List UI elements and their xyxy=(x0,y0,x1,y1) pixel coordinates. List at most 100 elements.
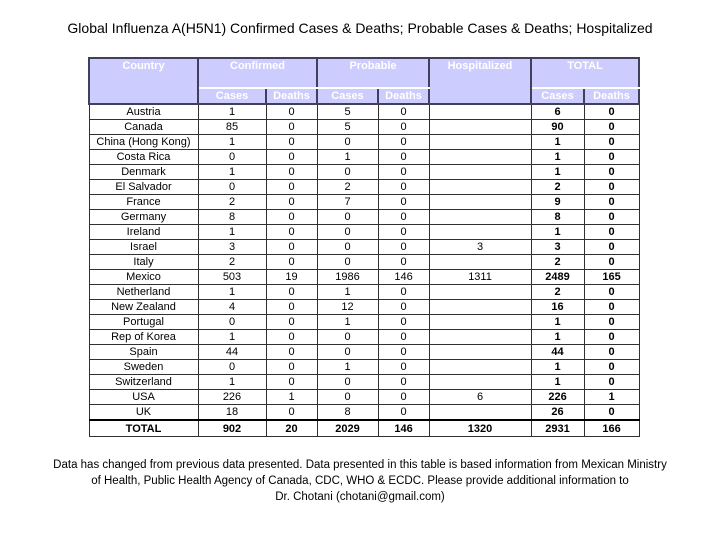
probable-deaths-cell: 0 xyxy=(377,254,430,270)
confirmed-deaths-cell: 0 xyxy=(265,209,318,225)
confirmed-cases-cell: 226 xyxy=(197,389,267,405)
total-cases-cell: 16 xyxy=(530,299,585,315)
total-deaths-cell: 0 xyxy=(583,344,640,360)
confirmed-deaths-cell: 0 xyxy=(265,404,318,421)
country-cell: Italy xyxy=(88,254,199,270)
table-body: Austria 1 0 5 0 6 0 Canada 85 0 5 0 90 0 China (Hong K… xyxy=(88,103,640,437)
col-header-confirmed-cases: Cases xyxy=(197,87,267,105)
total-cases-cell: 2489 xyxy=(530,269,585,285)
country-cell: Israel xyxy=(88,239,199,255)
confirmed-deaths-cell: 0 xyxy=(265,164,318,180)
country-cell: Switzerland xyxy=(88,374,199,390)
hospitalized-cell: 3 xyxy=(428,239,532,255)
hospitalized-cell xyxy=(428,224,532,240)
probable-deaths-cell: 0 xyxy=(377,359,430,375)
total-cases-cell: 2 xyxy=(530,179,585,195)
confirmed-cases-cell: 1 xyxy=(197,284,267,300)
total-deaths-cell: 0 xyxy=(583,404,640,421)
confirmed-cases-cell: 3 xyxy=(197,239,267,255)
confirmed-cases-cell: 1 xyxy=(197,164,267,180)
confirmed-deaths-cell: 0 xyxy=(265,359,318,375)
confirmed-cases-cell: 18 xyxy=(197,404,267,421)
table-row: Costa Rica 0 0 1 0 1 0 xyxy=(88,149,640,165)
page-title: Global Influenza A(H5N1) Confirmed Cases… xyxy=(67,20,653,36)
country-cell: UK xyxy=(88,404,199,421)
total-deaths-cell: 1 xyxy=(583,389,640,405)
confirmed-deaths-cell: 0 xyxy=(265,149,318,165)
table-row: El Salvador 0 0 2 0 2 0 xyxy=(88,179,640,195)
confirmed-cases-cell: 8 xyxy=(197,209,267,225)
total-cases-cell: 26 xyxy=(530,404,585,421)
hospitalized-cell xyxy=(428,329,532,345)
probable-cases-cell: 5 xyxy=(316,119,379,135)
country-cell: Austria xyxy=(88,103,199,120)
probable-deaths-cell: 0 xyxy=(377,389,430,405)
hospitalized-cell xyxy=(428,299,532,315)
total-deaths-cell: 0 xyxy=(583,164,640,180)
total-deaths-cell: 0 xyxy=(583,299,640,315)
table-row: Switzerland 1 0 0 0 1 0 xyxy=(88,374,640,390)
cases-table: Country Confirmed Probable Hospitalized … xyxy=(88,57,641,437)
hospitalized-cell xyxy=(428,284,532,300)
total-cases-cell: 1 xyxy=(530,329,585,345)
country-cell: China (Hong Kong) xyxy=(88,134,199,150)
confirmed-cases-cell: 1 xyxy=(197,329,267,345)
probable-cases-cell: 2 xyxy=(316,179,379,195)
probable-deaths-cell: 0 xyxy=(377,119,430,135)
confirmed-cases-cell: 4 xyxy=(197,299,267,315)
confirmed-deaths-cell: 19 xyxy=(265,269,318,285)
country-cell: El Salvador xyxy=(88,179,199,195)
table-row: Mexico 503 19 1986 146 1311 2489 165 xyxy=(88,269,640,285)
probable-cases-cell: 1 xyxy=(316,314,379,330)
probable-cases-cell: 1 xyxy=(316,149,379,165)
confirmed-cases-cell: 1 xyxy=(197,103,267,120)
hospitalized-cell xyxy=(428,314,532,330)
total-cases-cell: 1 xyxy=(530,134,585,150)
confirmed-cases-cell: 0 xyxy=(197,179,267,195)
confirmed-deaths-cell: 0 xyxy=(265,314,318,330)
hospitalized-cell xyxy=(428,119,532,135)
total-cases-cell: 90 xyxy=(530,119,585,135)
probable-cases-cell: 12 xyxy=(316,299,379,315)
probable-deaths-cell: 0 xyxy=(377,314,430,330)
confirmed-cases-cell: 503 xyxy=(197,269,267,285)
probable-cases-cell: 2029 xyxy=(316,419,379,437)
confirmed-cases-cell: 0 xyxy=(197,359,267,375)
table-row: Portugal 0 0 1 0 1 0 xyxy=(88,314,640,330)
confirmed-cases-cell: 1 xyxy=(197,224,267,240)
table-row: Sweden 0 0 1 0 1 0 xyxy=(88,359,640,375)
table-row: UK 18 0 8 0 26 0 xyxy=(88,404,640,421)
probable-cases-cell: 0 xyxy=(316,344,379,360)
probable-deaths-cell: 0 xyxy=(377,374,430,390)
table-row: Spain 44 0 0 0 44 0 xyxy=(88,344,640,360)
probable-cases-cell: 1 xyxy=(316,359,379,375)
table-row: Denmark 1 0 0 0 1 0 xyxy=(88,164,640,180)
total-deaths-cell: 0 xyxy=(583,134,640,150)
hospitalized-cell xyxy=(428,164,532,180)
confirmed-cases-cell: 0 xyxy=(197,314,267,330)
probable-deaths-cell: 0 xyxy=(377,239,430,255)
table-row: Canada 85 0 5 0 90 0 xyxy=(88,119,640,135)
country-cell: Spain xyxy=(88,344,199,360)
hospitalized-cell xyxy=(428,209,532,225)
total-deaths-cell: 0 xyxy=(583,254,640,270)
probable-deaths-cell: 0 xyxy=(377,194,430,210)
probable-cases-cell: 1 xyxy=(316,284,379,300)
probable-deaths-cell: 0 xyxy=(377,179,430,195)
header-sub-row: Cases Deaths Cases Deaths Cases Deaths xyxy=(89,87,641,105)
total-cases-cell: 226 xyxy=(530,389,585,405)
table-row: Israel 3 0 0 0 3 3 0 xyxy=(88,239,640,255)
probable-deaths-cell: 146 xyxy=(377,419,430,437)
total-deaths-cell: 0 xyxy=(583,194,640,210)
confirmed-cases-cell: 44 xyxy=(197,344,267,360)
country-cell: Netherland xyxy=(88,284,199,300)
country-cell: TOTAL xyxy=(88,419,199,437)
total-cases-cell: 2 xyxy=(530,254,585,270)
footer-note: Data has changed from previous data pres… xyxy=(0,457,720,505)
table-row: France 2 0 7 0 9 0 xyxy=(88,194,640,210)
total-deaths-cell: 0 xyxy=(583,359,640,375)
total-cases-cell: 2931 xyxy=(530,419,585,437)
total-deaths-cell: 0 xyxy=(583,329,640,345)
probable-deaths-cell: 0 xyxy=(377,284,430,300)
col-header-total-cases: Cases xyxy=(530,87,586,105)
